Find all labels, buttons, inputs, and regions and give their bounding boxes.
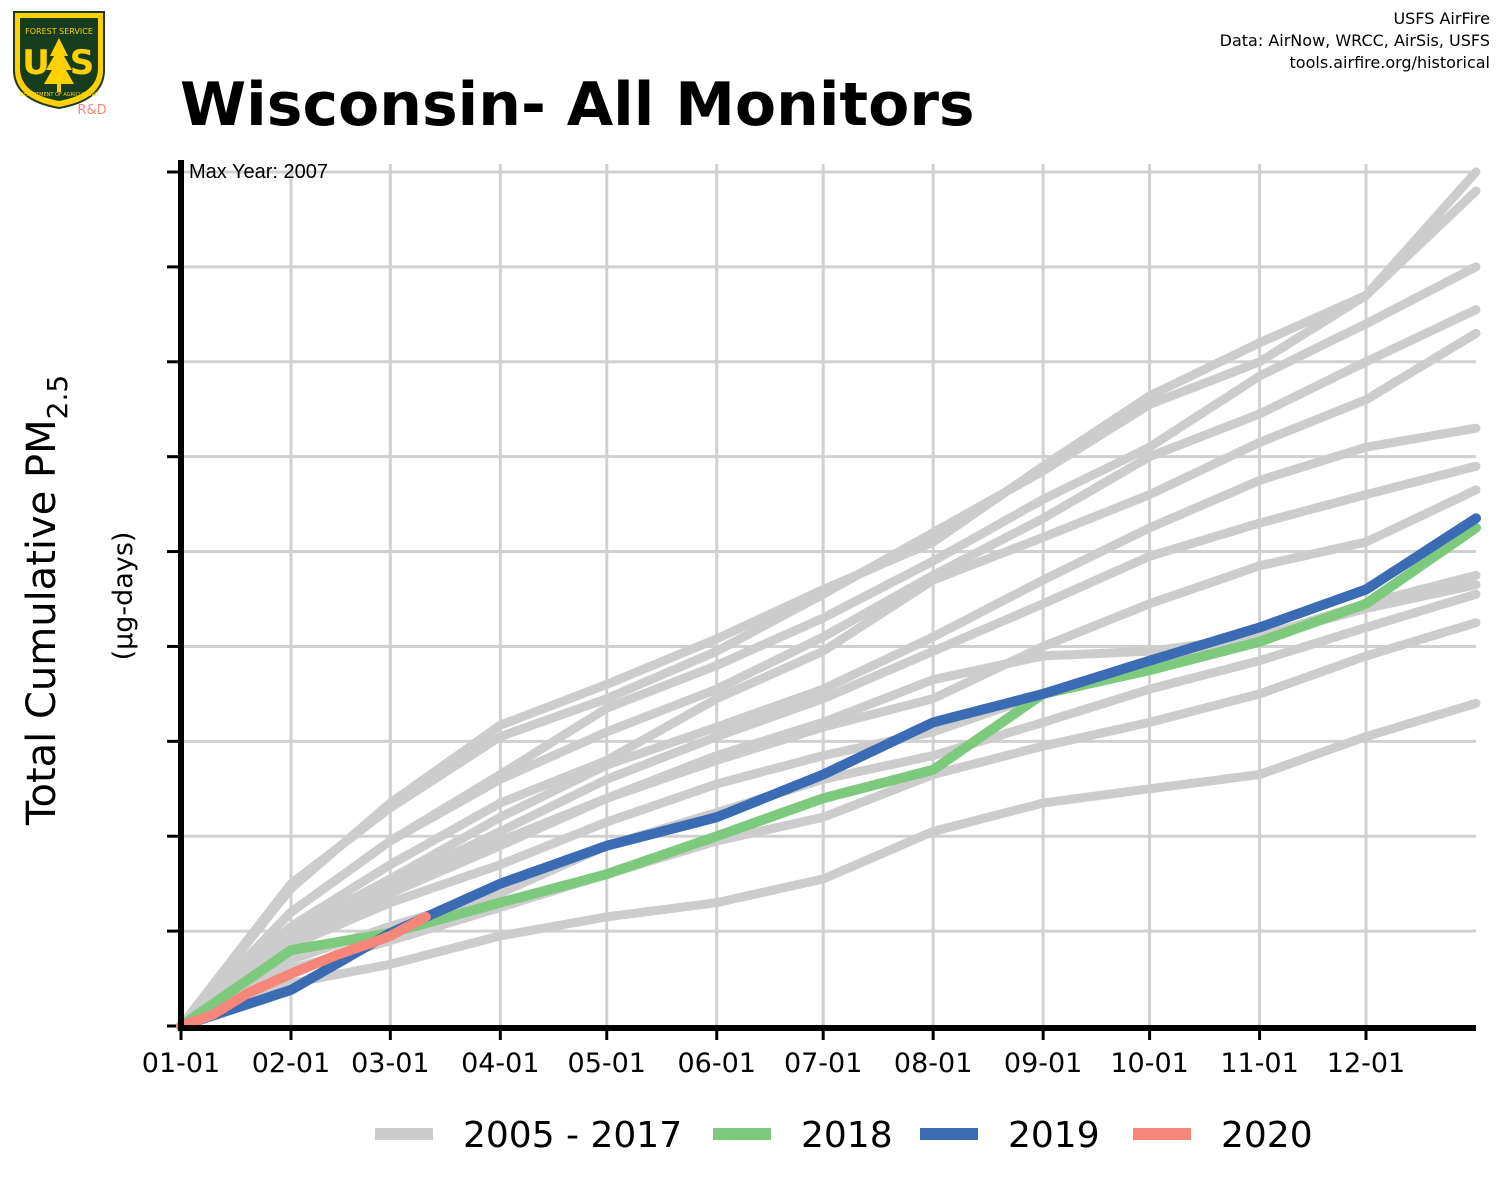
series-line-historical — [176, 589, 1481, 1031]
x-tick-label: 12-01 — [1327, 1048, 1405, 1079]
credit-line: Data: AirNow, WRCC, AirSis, USFS — [1219, 31, 1490, 50]
series-line-historical — [176, 698, 1481, 1031]
series-line-historical — [176, 186, 1481, 1031]
tree-icon — [44, 38, 74, 92]
x-tick-label: 05-01 — [568, 1048, 646, 1079]
x-tick-label: 07-01 — [784, 1048, 862, 1079]
x-tick-label: 04-01 — [461, 1048, 539, 1079]
series-line-historical — [176, 461, 1481, 1031]
logo-letter-s: S — [70, 43, 95, 83]
series-line-historical — [176, 328, 1481, 1031]
credit-line: USFS AirFire — [1393, 9, 1490, 28]
x-tick-label: 01-01 — [142, 1048, 220, 1079]
x-tick-label: 10-01 — [1110, 1048, 1188, 1079]
max-year-annotation: Max Year: 2007 — [189, 161, 328, 183]
legend-label: 2005 - 2017 — [463, 1115, 682, 1156]
series-line-historical — [176, 305, 1481, 1031]
plot-area: 01-01 02-01 03-01 04-01 05-01 06-01 07-01 08-01… — [19, 160, 1481, 1156]
x-tick-label: 03-01 — [351, 1048, 429, 1079]
logo-subtext: R&D — [77, 103, 106, 118]
logo-text-top: FOREST SERVICE — [25, 27, 93, 36]
logo-text-bottom: DEPARTMENT OF AGRICULTURE — [20, 92, 98, 98]
y-axis-units: (µg-days) — [108, 532, 139, 661]
legend-label: 2019 — [1008, 1115, 1100, 1156]
logo-letter-u: U — [22, 43, 50, 83]
x-tick-label: 08-01 — [894, 1048, 972, 1079]
series-line-2020 — [176, 911, 431, 1031]
legend-label: 2018 — [801, 1115, 893, 1156]
x-tick-label: 09-01 — [1004, 1048, 1082, 1079]
chart-title: Wisconsin- All Monitors — [180, 70, 975, 140]
series-line-historical — [176, 423, 1481, 1031]
series-line-historical — [176, 618, 1481, 1031]
y-axis-label: Total Cumulative PM2.5 — [19, 375, 74, 826]
usfs-logo: FOREST SERVICE U S DEPARTMENT OF AGRICUL… — [13, 11, 107, 118]
credit-line: tools.airfire.org/historical — [1289, 53, 1490, 72]
x-tick-label: 06-01 — [678, 1048, 756, 1079]
credits: USFS AirFire Data: AirNow, WRCC, AirSis,… — [1220, 8, 1490, 74]
x-tick-label: 11-01 — [1220, 1048, 1298, 1079]
x-tick-label: 02-01 — [252, 1048, 330, 1079]
legend-label: 2020 — [1221, 1115, 1313, 1156]
